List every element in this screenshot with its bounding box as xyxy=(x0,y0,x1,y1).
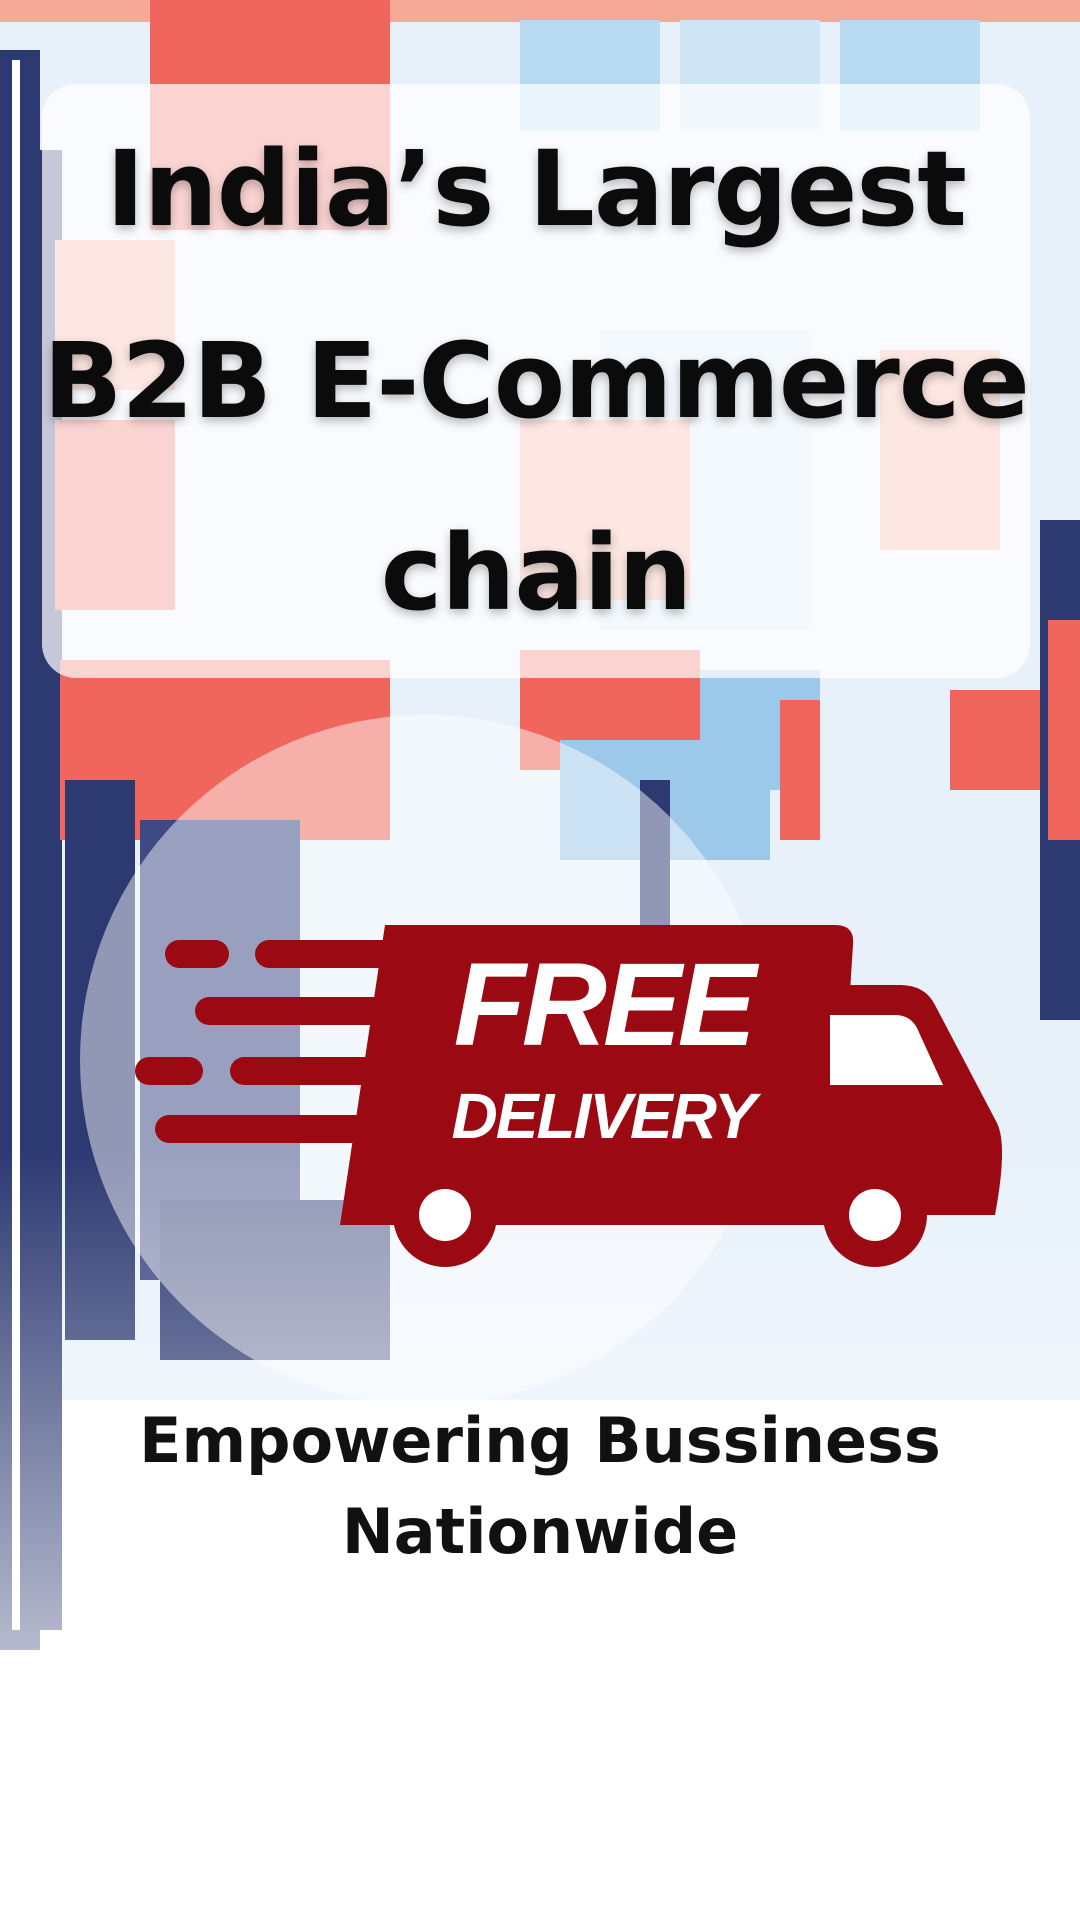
delivery-truck-icon: FREE DELIVERY xyxy=(135,925,1003,1267)
headline-card: India’s Largest B2B E-Commerce chain xyxy=(42,84,1030,678)
badge-word-delivery: DELIVERY xyxy=(452,1080,762,1152)
badge-word-free: FREE xyxy=(454,939,760,1071)
headline-line-1: India’s Largest xyxy=(106,128,967,250)
headline-line-2: B2B E-Commerce xyxy=(43,320,1030,442)
headline-line-3: chain xyxy=(380,512,693,634)
tagline-line-1: Empowering Bussiness xyxy=(139,1404,941,1477)
tagline: Empowering Bussiness Nationwide xyxy=(90,1395,990,1577)
headline: India’s Largest B2B E-Commerce chain xyxy=(43,93,1030,669)
tagline-line-2: Nationwide xyxy=(341,1495,739,1568)
